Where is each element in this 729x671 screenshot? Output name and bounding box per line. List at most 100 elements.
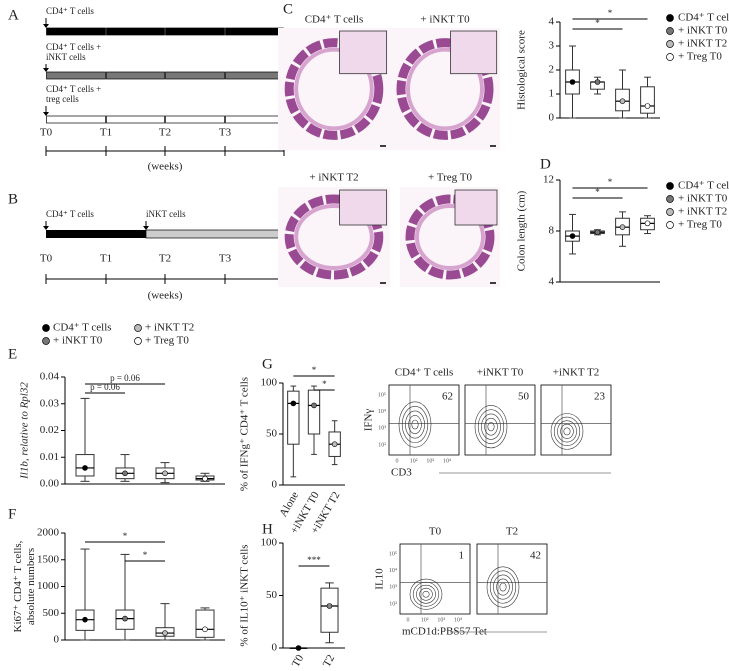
legend-label: + iNKT T2 — [678, 38, 727, 50]
y-tick-label: 0 — [272, 479, 278, 491]
contour — [496, 578, 510, 596]
flow-x-tick: 10³ — [426, 458, 434, 464]
contour — [481, 413, 501, 440]
flow-y-tick: 10³ — [389, 585, 397, 591]
legend-label: CD4⁺ T cells — [53, 322, 112, 334]
legend-marker — [666, 53, 674, 61]
tissue-ring — [294, 204, 374, 270]
timeline-segment — [106, 115, 165, 124]
significance-label: * — [595, 18, 600, 28]
panel-letter: H — [262, 521, 273, 537]
flow-x-tick: 10⁴ — [454, 617, 462, 623]
timeline-segment — [46, 230, 146, 238]
flow-y-tick: 10² — [389, 601, 397, 607]
row-label: CD4⁺ T cells — [46, 6, 94, 16]
contour — [401, 406, 429, 444]
y-axis-label: % of IL10⁺ iNKT cells — [239, 544, 251, 646]
gate-percentage: 1 — [459, 550, 465, 562]
arrow-head — [43, 24, 49, 28]
box — [320, 587, 339, 633]
timeline-segment — [225, 71, 284, 80]
y-tick-label: 0 — [549, 112, 555, 124]
median-point — [122, 615, 128, 622]
row-label: CD4⁺ T cells + — [46, 84, 101, 94]
row-label: iNKT cells — [46, 52, 86, 62]
row-label: CD4⁺ T cells + — [46, 42, 101, 52]
timeline-segment — [145, 229, 285, 239]
y-tick-label: 100 — [261, 537, 278, 549]
contour — [499, 582, 507, 592]
y-tick-label: 100 — [261, 377, 278, 389]
significance-label: * — [608, 8, 613, 18]
y-tick-label: 1500 — [37, 553, 60, 565]
median-point — [569, 233, 576, 239]
box — [640, 86, 655, 114]
flow-title: +iNKT T0 — [477, 367, 524, 379]
median-point — [82, 616, 88, 623]
timepoint: T0 — [40, 253, 53, 265]
timeline-segment — [165, 115, 225, 124]
flow-plot — [464, 384, 536, 456]
significance-label: * — [143, 550, 148, 560]
significance-label: p = 0.06 — [110, 373, 140, 383]
legend-label: + iNKT T0 — [678, 25, 728, 37]
panel-letter: A — [8, 7, 19, 23]
timeline-segment — [165, 71, 225, 80]
flow-y-tick: 10² — [378, 442, 386, 448]
significance-label: *** — [307, 555, 321, 565]
tissue-ring — [406, 47, 484, 131]
timeline-segment — [225, 27, 284, 36]
arrow-head — [43, 112, 49, 116]
flow-title: T0 — [429, 526, 442, 538]
median-point — [569, 79, 576, 85]
contour — [422, 590, 430, 598]
contour — [398, 401, 432, 448]
contour — [416, 584, 436, 604]
flow-plot — [476, 543, 548, 615]
contour — [419, 587, 433, 601]
flow-x-tick: 0 — [407, 617, 410, 623]
flow-title: CD4⁺ T cells — [395, 367, 454, 379]
significance-label: * — [123, 531, 128, 541]
y-tick-label: 0 — [54, 634, 60, 646]
flow-x-tick: 10³ — [437, 617, 445, 623]
contour — [484, 417, 498, 436]
flow-y-label: IFNγ — [363, 409, 375, 432]
flow-x-tick: 10² — [421, 617, 429, 623]
axis-unit: (weeks) — [148, 290, 183, 302]
legend-marker — [666, 14, 674, 22]
gate-percentage: 23 — [594, 391, 606, 403]
y-tick-label: 0.01 — [40, 451, 59, 463]
y-tick-label: 8 — [549, 225, 555, 237]
median-point — [594, 229, 601, 236]
median-point — [202, 475, 208, 482]
flow-x-tick: 10² — [410, 458, 418, 464]
box — [195, 609, 215, 638]
legend-marker — [134, 324, 142, 332]
flow-title: +iNKT T2 — [553, 367, 599, 379]
median-point — [594, 79, 601, 85]
panel-letter: G — [262, 356, 273, 372]
panel-letter: B — [8, 191, 18, 207]
contour — [553, 416, 581, 446]
arrow-head — [143, 226, 149, 230]
legend-marker — [666, 195, 674, 203]
y-tick-label: 0 — [272, 642, 278, 654]
legend-label: + iNKT T2 — [145, 322, 194, 334]
legend-marker — [666, 182, 674, 190]
median-point — [82, 465, 88, 471]
significance-label: * — [322, 379, 327, 389]
y-tick-label: 50 — [266, 589, 278, 601]
row-label: CD4⁺ T cells — [46, 209, 94, 219]
inset — [339, 189, 388, 226]
median-point — [295, 645, 302, 651]
legend-label: + iNKT T0 — [678, 193, 728, 205]
contour — [489, 570, 517, 604]
median-point — [619, 98, 626, 104]
box — [287, 390, 300, 445]
tissue-ring — [284, 38, 384, 140]
row-label: treg cells — [46, 94, 79, 104]
timeline-segment — [225, 115, 284, 124]
contour — [486, 566, 520, 608]
